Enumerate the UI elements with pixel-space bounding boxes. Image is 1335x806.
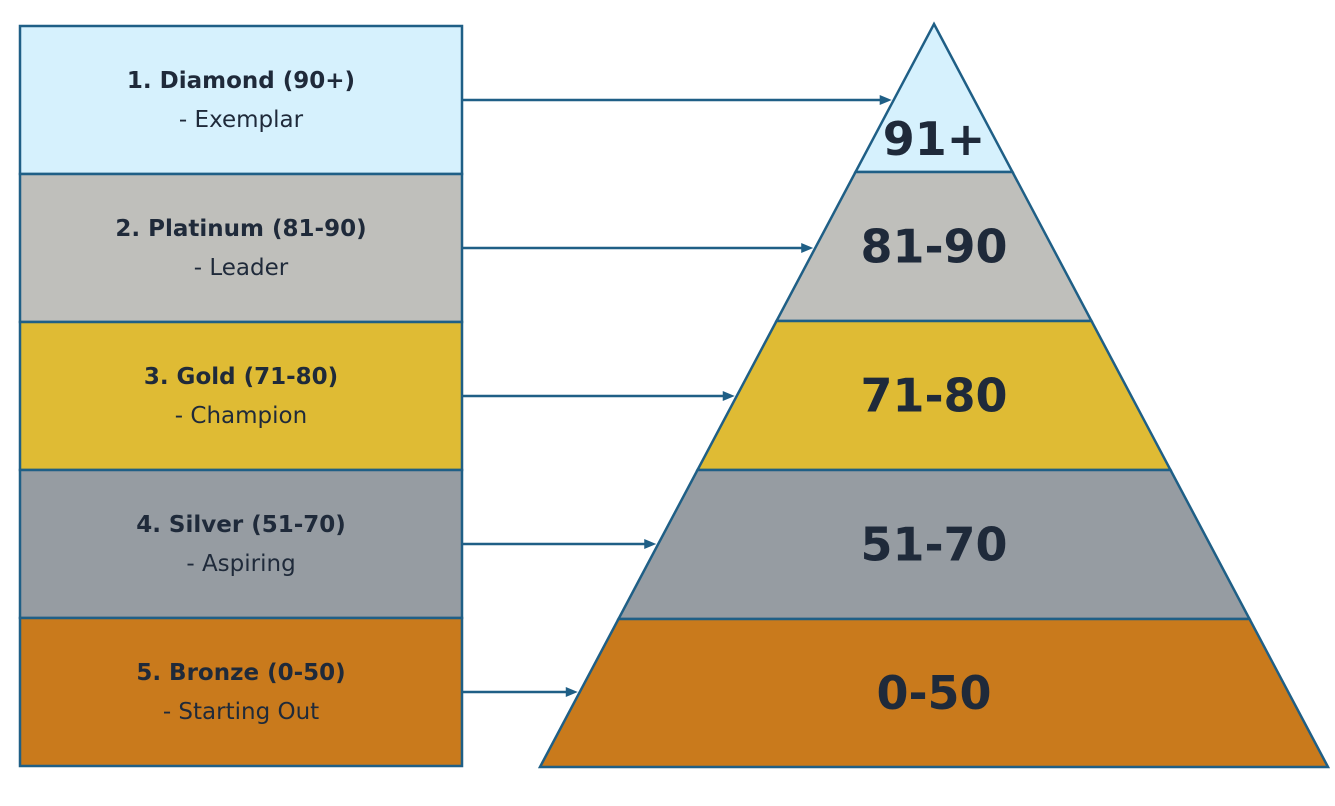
arrow-head-diamond	[879, 95, 892, 105]
connector-platinum	[462, 243, 814, 253]
tier-subtitle-platinum: - Leader	[194, 255, 289, 281]
pyramid-band-diamond: 91+	[853, 21, 1015, 174]
tier-row-diamond: 1. Diamond (90+) - Exemplar	[18, 24, 464, 176]
tier-box-silver	[18, 468, 464, 620]
tier-pyramid: 91+ 81-90 71-80 51-70 0-50	[537, 21, 1331, 769]
tier-subtitle-bronze: - Starting Out	[163, 699, 319, 725]
tier-box-diamond	[18, 24, 464, 176]
tier-title-gold: 3. Gold (71-80)	[144, 364, 338, 390]
pyramid-label-gold: 71-80	[860, 369, 1007, 423]
tier-title-diamond: 1. Diamond (90+)	[127, 68, 355, 94]
tier-row-gold: 3. Gold (71-80) - Champion	[18, 320, 464, 472]
pyramid-label-platinum: 81-90	[860, 220, 1007, 274]
tier-row-silver: 4. Silver (51-70) - Aspiring	[18, 468, 464, 620]
tier-subtitle-gold: - Champion	[175, 403, 307, 429]
pyramid-band-platinum: 81-90	[774, 170, 1094, 323]
pyramid-label-silver: 51-70	[860, 518, 1007, 572]
pyramid-label-diamond: 91+	[883, 112, 986, 166]
arrow-head-platinum	[801, 243, 814, 253]
connector-gold	[462, 391, 735, 401]
tier-box-bronze	[18, 616, 464, 768]
tier-subtitle-silver: - Aspiring	[186, 551, 295, 577]
pyramid-band-silver: 51-70	[616, 468, 1252, 621]
tier-title-bronze: 5. Bronze (0-50)	[136, 660, 345, 686]
arrow-head-gold	[722, 391, 735, 401]
pyramid-label-bronze: 0-50	[876, 666, 991, 720]
tier-row-platinum: 2. Platinum (81-90) - Leader	[18, 172, 464, 324]
connector-bronze	[462, 687, 578, 697]
tier-connectors	[462, 95, 892, 697]
tier-title-platinum: 2. Platinum (81-90)	[115, 216, 366, 242]
pyramid-band-gold: 71-80	[695, 319, 1173, 472]
arrow-head-bronze	[565, 687, 578, 697]
arrow-head-silver	[644, 539, 657, 549]
tier-row-bronze: 5. Bronze (0-50) - Starting Out	[18, 616, 464, 768]
connector-silver	[462, 539, 657, 549]
tier-list: 1. Diamond (90+) - Exemplar 2. Platinum (8…	[18, 24, 464, 768]
tier-subtitle-diamond: - Exemplar	[179, 107, 304, 133]
pyramid-band-bronze: 0-50	[537, 617, 1331, 769]
connector-diamond	[462, 95, 892, 105]
tier-box-platinum	[18, 172, 464, 324]
tier-box-gold	[18, 320, 464, 472]
tier-title-silver: 4. Silver (51-70)	[136, 512, 346, 538]
pyramid-segment-bronze	[537, 617, 1331, 769]
